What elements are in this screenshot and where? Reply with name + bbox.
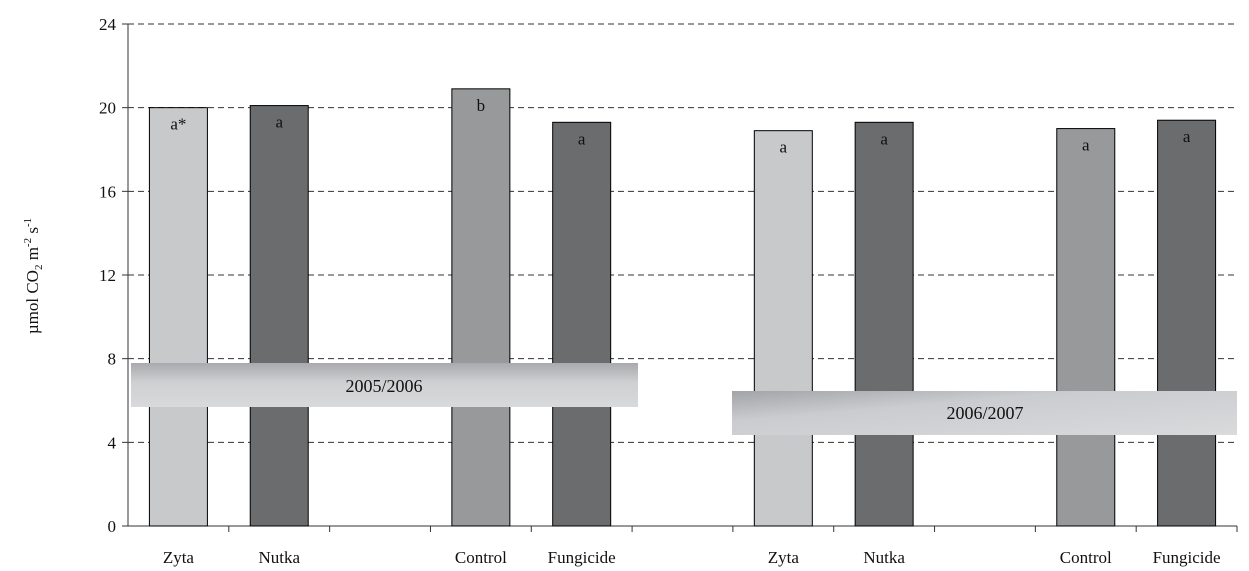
y-tick-label: 4 — [108, 433, 117, 452]
bars — [148, 88, 1217, 527]
grid-lines — [128, 23, 1237, 443]
bar-nutka — [854, 121, 914, 527]
x-category-labels: Zyta Nutka Control Fungicide Zyta Nutka Contro… — [163, 548, 1221, 567]
axes — [122, 23, 1238, 532]
y-tick-label: 12 — [99, 266, 116, 285]
y-tick-label: 20 — [99, 99, 116, 118]
bar-zyta — [148, 107, 208, 527]
category-label: Zyta — [163, 548, 195, 567]
y-tick-label: 8 — [108, 350, 117, 369]
y-tick-label: 16 — [99, 182, 116, 201]
y-tick-label: 24 — [99, 15, 117, 34]
category-label: Control — [1060, 548, 1112, 567]
y-axis-label: µmol CO2 m-2 s-1 — [22, 218, 45, 334]
bar-nutka — [249, 105, 309, 527]
bar-zyta — [753, 130, 813, 527]
category-label: Control — [455, 548, 507, 567]
bar-control — [451, 88, 511, 527]
category-label: Fungicide — [548, 548, 616, 567]
significance-label: a — [880, 129, 888, 148]
category-label: Zyta — [768, 548, 800, 567]
significance-labels: a* a b a a a a a — [170, 96, 1190, 157]
y-tick-label: 0 — [108, 517, 117, 536]
significance-label: a — [780, 138, 788, 157]
bar-fungicide — [1157, 119, 1217, 527]
significance-label: a — [275, 113, 283, 132]
bar-control — [1056, 128, 1116, 527]
category-label: Nutka — [863, 548, 905, 567]
significance-label: a — [578, 129, 586, 148]
period-band-2006-2007: 2006/2007 — [732, 391, 1237, 435]
significance-label: a — [1082, 136, 1090, 155]
period-label-2005-2006: 2005/2006 — [345, 376, 422, 396]
period-label-2006-2007: 2006/2007 — [946, 403, 1023, 423]
category-label: Nutka — [258, 548, 300, 567]
category-label: Fungicide — [1153, 548, 1221, 567]
y-tick-labels: 0 4 8 12 16 20 24 — [99, 15, 117, 536]
bar-fungicide — [552, 121, 612, 527]
significance-label: b — [477, 96, 486, 115]
significance-label: a* — [170, 115, 186, 134]
period-band-2005-2006: 2005/2006 — [131, 363, 638, 407]
significance-label: a — [1183, 127, 1191, 146]
